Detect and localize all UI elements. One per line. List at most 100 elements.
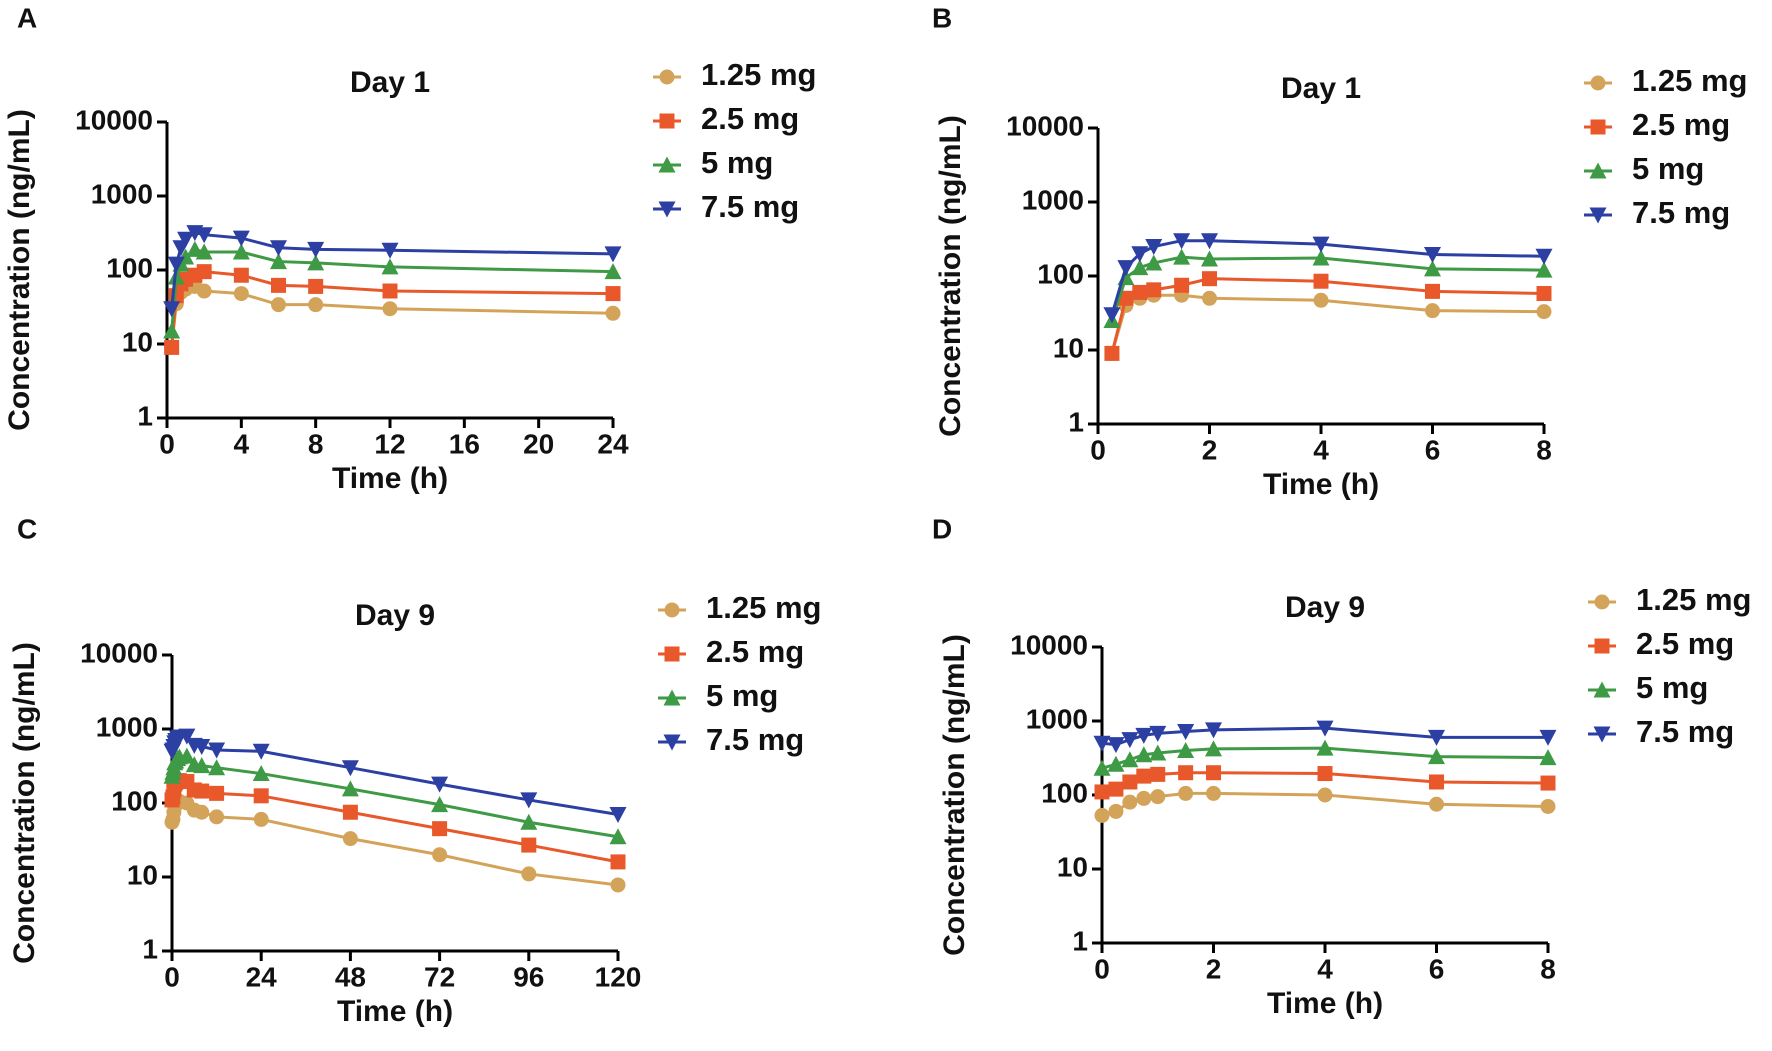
x-tick-label: 24 [246,961,278,992]
marker [1150,766,1166,782]
marker [1425,283,1440,299]
marker [1149,725,1167,742]
marker [1424,247,1441,264]
chart-title: Day 1 [350,66,430,99]
marker [233,286,249,302]
x-tick-label: 48 [335,961,366,992]
legend-marker [663,734,681,751]
legend-marker [1593,726,1611,743]
marker [1313,292,1329,308]
marker [167,256,185,273]
legend-label: 1.25 mg [1636,582,1751,617]
marker [1149,744,1167,761]
marker [1108,803,1124,819]
marker [1178,785,1194,801]
y-tick-label: 100 [1037,258,1084,289]
marker [1539,749,1557,766]
marker [1108,781,1124,797]
x-tick-label: 4 [1313,434,1329,465]
panel-label: C [17,513,37,544]
y-tick-label: 1 [1072,925,1088,956]
marker [381,258,399,275]
marker [1429,796,1444,812]
marker [432,847,448,863]
x-axis-label: Time (h) [1263,468,1379,501]
marker [308,297,324,313]
legend-marker [664,646,680,662]
marker [341,760,359,777]
marker [1103,307,1121,324]
y-tick-label: 10 [1053,332,1084,363]
marker [1136,790,1152,806]
marker [1093,735,1111,752]
legend-label: 2.5 mg [1636,626,1734,661]
x-tick-label: 8 [1536,434,1552,465]
marker [520,813,538,830]
marker [1145,239,1163,256]
y-tick-label: 100 [111,785,158,816]
panel-label: A [17,2,37,33]
legend-label: 5 mg [701,145,773,180]
marker [610,877,626,893]
marker [521,866,537,882]
x-tick-label: 0 [1090,434,1106,465]
x-axis-label: Time (h) [332,462,448,495]
panel: D Day 9 Concentration (ng/mL) Time (h) 1 10 10… [932,513,1751,1020]
marker [194,804,210,820]
panel-label: B [932,2,952,33]
marker [308,278,324,294]
y-tick-label: 1000 [1022,184,1084,215]
marker [1094,784,1110,800]
y-tick-label: 1 [137,400,153,431]
marker [164,339,180,355]
marker [1312,236,1330,253]
legend-label: 2.5 mg [706,634,804,669]
marker [382,301,398,317]
series-line [1101,791,1549,817]
y-tick-label: 10000 [80,637,158,668]
y-tick-label: 1000 [1026,703,1088,734]
legend-label: 7.5 mg [706,722,804,757]
legend-label: 5 mg [1636,670,1708,705]
marker [1132,284,1148,300]
marker [1136,768,1152,784]
legend-label: 7.5 mg [701,189,799,224]
marker [1104,345,1120,361]
panel: A Day 1 Concentration (ng/mL) Time (h) 1 10 10… [3,2,817,495]
legend-label: 7.5 mg [1632,195,1730,230]
marker [1540,775,1556,791]
marker [209,809,225,825]
marker [194,783,210,799]
y-tick-label: 1 [142,933,158,964]
chart-title: Day 1 [1281,72,1361,105]
marker [1428,748,1445,765]
marker [1177,741,1195,758]
legend-marker [1590,75,1606,91]
x-axis-label: Time (h) [337,995,453,1028]
marker [432,821,448,837]
marker [196,283,212,299]
legend-marker [1589,207,1607,224]
marker [605,286,621,302]
y-tick-label: 10 [1057,851,1088,882]
marker [1201,233,1218,250]
marker [163,301,181,318]
marker [193,757,211,774]
series-line [170,734,619,816]
marker [1173,248,1191,265]
marker [1094,807,1110,823]
legend-label: 1.25 mg [1632,63,1747,98]
legend-label: 2.5 mg [1632,107,1730,142]
y-tick-label: 100 [106,252,153,283]
marker [1205,740,1222,757]
marker [1107,755,1125,772]
marker [1539,729,1557,746]
y-axis-label: Concentration (ng/mL) [8,642,41,964]
marker [186,240,204,257]
marker [253,788,269,804]
marker [209,785,225,801]
marker [1317,787,1333,803]
marker [270,240,287,257]
marker [1117,260,1135,277]
